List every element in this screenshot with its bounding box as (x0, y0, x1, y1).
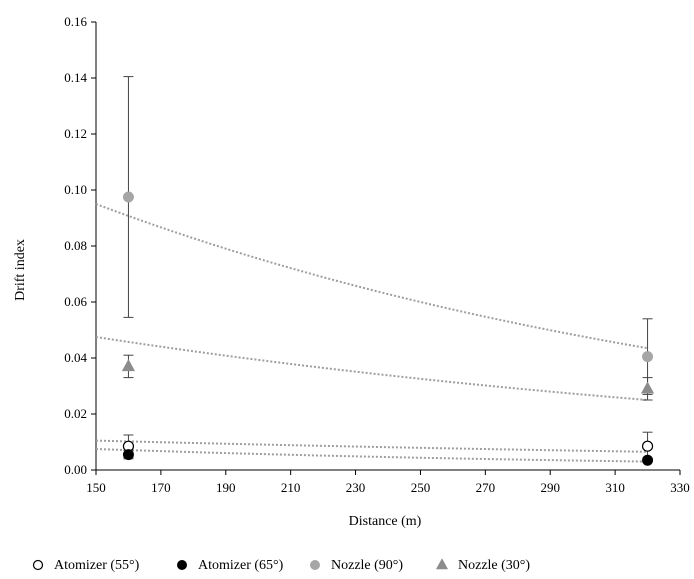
legend-label: Nozzle (90°) (331, 558, 403, 573)
data-point (642, 454, 654, 466)
legend-label: Atomizer (55°) (54, 558, 140, 573)
legend-item: Atomizer (55°) (32, 558, 140, 573)
y-tick-label: 0.06 (64, 294, 87, 309)
axes: 0.00 0.02 0.04 0.06 0.08 0.10 0.12 0.14 0.16 150 1… (64, 14, 690, 495)
data-points (121, 191, 655, 466)
x-tick-label: 310 (605, 480, 625, 495)
x-tick-label: 250 (411, 480, 431, 495)
legend-marker (177, 560, 187, 570)
y-tick-label: 0.02 (64, 406, 87, 421)
data-point (122, 191, 134, 203)
y-tick-label: 0.00 (64, 462, 87, 477)
legend-item: Atomizer (65°) (177, 558, 284, 573)
y-tick-label: 0.04 (64, 350, 87, 365)
y-tick-label: 0.14 (64, 70, 87, 85)
error-bars (123, 76, 653, 463)
data-point (640, 381, 655, 394)
data-point (121, 359, 136, 372)
legend-marker (435, 558, 449, 570)
legend-marker (310, 560, 320, 570)
x-tick-label: 150 (86, 480, 106, 495)
x-axis-title: Distance (m) (349, 514, 422, 529)
trendline (95, 439, 648, 453)
x-tick-label: 290 (540, 480, 560, 495)
legend-item: Nozzle (30°) (435, 558, 530, 573)
x-tick-label: 230 (346, 480, 366, 495)
data-point (641, 440, 654, 452)
trendline (95, 203, 648, 350)
legend: Atomizer (55°) Atomizer (65°) Nozzle (90°)… (32, 558, 530, 573)
x-tick-label: 170 (151, 480, 171, 495)
trendlines (95, 203, 648, 463)
data-point (642, 351, 654, 363)
y-tick-label: 0.08 (64, 238, 87, 253)
data-point (122, 449, 134, 461)
legend-marker (32, 559, 44, 571)
x-tick-label: 210 (281, 480, 301, 495)
trendline (95, 336, 648, 401)
x-tick-label: 270 (476, 480, 496, 495)
y-tick-label: 0.10 (64, 182, 87, 197)
legend-label: Nozzle (30°) (458, 558, 530, 573)
legend-label: Atomizer (65°) (198, 558, 284, 573)
x-tick-label: 190 (216, 480, 236, 495)
legend-item: Nozzle (90°) (310, 558, 403, 573)
x-tick-label: 330 (670, 480, 690, 495)
y-tick-label: 0.16 (64, 14, 87, 29)
y-tick-label: 0.12 (64, 126, 87, 141)
y-axis-title: Drift index (13, 239, 28, 301)
